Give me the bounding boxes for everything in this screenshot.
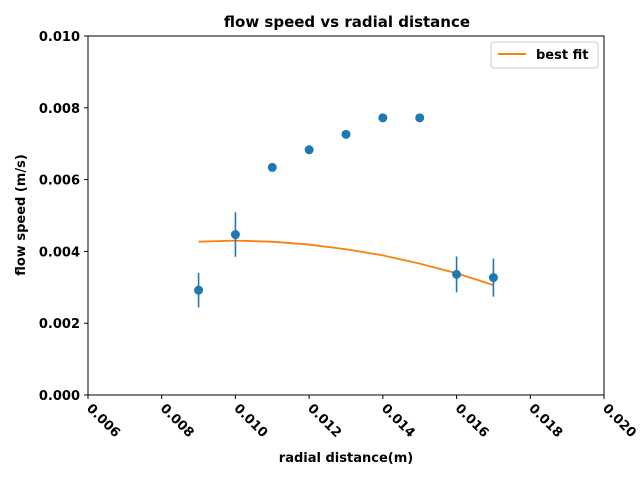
- x-tick-label: 0.020: [599, 401, 639, 441]
- x-axis-label: radial distance(m): [279, 451, 413, 466]
- x-tick-label: 0.012: [304, 401, 344, 441]
- x-tick-label: 0.010: [231, 401, 271, 441]
- y-tick-label: 0.000: [39, 389, 80, 404]
- data-point: [452, 269, 462, 279]
- y-tick-label: 0.008: [39, 102, 80, 117]
- plot-frame: [87, 35, 605, 396]
- x-tick-label: 0.008: [157, 401, 197, 441]
- x-tick-label: 0.006: [83, 401, 123, 441]
- data-point: [488, 273, 498, 283]
- y-tick-label: 0.006: [39, 174, 80, 189]
- y-tick-label: 0.004: [39, 245, 80, 260]
- x-tick-label: 0.014: [378, 401, 418, 441]
- data-point: [415, 113, 425, 123]
- x-tick-label: 0.018: [525, 401, 565, 441]
- data-point: [341, 129, 351, 139]
- data-point: [194, 285, 204, 295]
- legend: best fit: [490, 41, 599, 69]
- best-fit-line: [198, 239, 494, 287]
- data-point: [267, 162, 277, 172]
- fit-layer: [198, 239, 494, 287]
- x-tick-label: 0.016: [452, 401, 492, 441]
- data-point: [378, 113, 388, 123]
- points-layer: [194, 113, 498, 308]
- data-point: [304, 145, 314, 155]
- x-axis: 0.006 0.008 0.010 0.012 0.014 0.016 0.018 0.020: [83, 395, 639, 441]
- y-axis-label: flow speed (m/s): [14, 154, 29, 276]
- legend-box: [490, 41, 599, 69]
- y-tick-label: 0.002: [39, 317, 80, 332]
- data-point: [230, 230, 240, 240]
- y-axis: 0.000 0.002 0.004 0.006 0.008 0.010: [39, 30, 88, 404]
- legend-label-best-fit: best fit: [536, 48, 588, 63]
- y-tick-label: 0.010: [39, 30, 80, 45]
- chart-title: flow speed vs radial distance: [224, 13, 470, 31]
